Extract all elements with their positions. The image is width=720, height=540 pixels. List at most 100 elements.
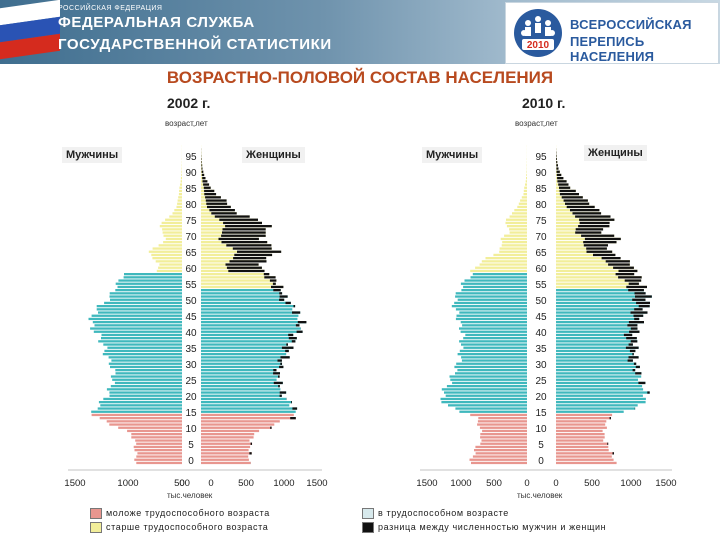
age-tick-label: 85 bbox=[185, 184, 197, 195]
difference-bar bbox=[291, 401, 292, 404]
male-bar bbox=[501, 244, 527, 247]
difference-bar bbox=[279, 295, 288, 298]
male-bar bbox=[98, 340, 182, 343]
difference-bar bbox=[630, 311, 648, 314]
male-bar bbox=[174, 209, 182, 212]
male-bar bbox=[506, 225, 527, 228]
female-bar bbox=[556, 253, 616, 257]
female-bar bbox=[201, 327, 301, 330]
difference-bar bbox=[559, 193, 579, 196]
difference-bar bbox=[232, 247, 272, 250]
legend-young-label: моложе трудоспособного возраста bbox=[106, 508, 270, 518]
x-tick-label: 1500 bbox=[416, 478, 437, 489]
difference-bar bbox=[570, 209, 600, 212]
difference-bar bbox=[264, 276, 276, 279]
male-bar bbox=[115, 369, 182, 372]
difference-bar bbox=[225, 225, 272, 228]
difference-bar bbox=[575, 228, 604, 231]
x-tick-label: 0 bbox=[179, 478, 184, 489]
female-bar bbox=[201, 305, 296, 308]
female-bar bbox=[201, 417, 296, 420]
female-bar bbox=[556, 375, 642, 378]
male-bar bbox=[101, 337, 182, 340]
male-bar bbox=[482, 429, 527, 433]
male-bar bbox=[110, 365, 182, 369]
difference-bar bbox=[269, 279, 277, 282]
female-bar bbox=[556, 378, 638, 381]
female-bar bbox=[201, 349, 289, 353]
female-bar bbox=[556, 385, 643, 388]
difference-bar bbox=[629, 349, 636, 353]
female-bar bbox=[556, 410, 624, 413]
age-tick-label: 95 bbox=[535, 152, 547, 163]
difference-bar bbox=[558, 183, 569, 186]
difference-bar bbox=[628, 282, 639, 285]
male-bar bbox=[477, 423, 527, 426]
male-bar bbox=[93, 330, 182, 333]
female-bar bbox=[556, 413, 613, 417]
age-axis-label-2002: возраст,лет bbox=[165, 119, 208, 128]
female-bar bbox=[556, 282, 639, 285]
female-bar bbox=[556, 244, 608, 247]
age-tick-label: 20 bbox=[185, 392, 197, 403]
difference-bar bbox=[279, 292, 283, 295]
female-bar bbox=[201, 346, 294, 349]
year-label-2002: 2002 г. bbox=[167, 95, 211, 111]
age-tick-label: 5 bbox=[188, 440, 194, 451]
age-tick-label: 30 bbox=[185, 360, 197, 371]
male-bar bbox=[136, 442, 182, 445]
male-label-2010: Мужчины bbox=[422, 147, 483, 163]
male-bar bbox=[478, 417, 527, 420]
male-bar bbox=[463, 285, 527, 289]
male-bar bbox=[449, 375, 527, 378]
male-bar bbox=[177, 202, 182, 205]
difference-bar bbox=[556, 164, 558, 167]
male-bar bbox=[115, 289, 182, 292]
male-bar bbox=[118, 426, 182, 429]
female-bar bbox=[201, 429, 260, 433]
difference-bar bbox=[618, 269, 638, 273]
male-bar bbox=[111, 359, 182, 362]
x-tick-label: 0 bbox=[208, 478, 213, 489]
difference-bar bbox=[561, 196, 583, 199]
male-bar bbox=[134, 458, 182, 461]
legend-old-label: старше трудоспособного возраста bbox=[106, 522, 269, 532]
difference-bar bbox=[204, 189, 215, 193]
age-tick-label: 60 bbox=[535, 264, 547, 275]
male-bar bbox=[477, 420, 527, 423]
male-bar bbox=[109, 295, 182, 298]
age-tick-label: 75 bbox=[535, 216, 547, 227]
male-bar bbox=[457, 369, 527, 372]
agency-country: РОССИЙСКАЯ ФЕДЕРАЦИЯ bbox=[58, 5, 163, 12]
male-bar bbox=[448, 404, 527, 407]
difference-bar bbox=[628, 356, 639, 359]
difference-bar bbox=[632, 353, 634, 356]
male-bar bbox=[110, 375, 182, 378]
difference-bar bbox=[638, 305, 650, 308]
female-bar bbox=[556, 359, 633, 362]
male-bar bbox=[91, 314, 182, 317]
male-bar bbox=[91, 410, 182, 413]
age-tick-label: 0 bbox=[188, 456, 194, 467]
difference-bar bbox=[222, 228, 266, 231]
female-bar bbox=[556, 266, 634, 269]
female-bar bbox=[201, 353, 287, 356]
difference-bar bbox=[201, 170, 204, 173]
male-bar bbox=[499, 250, 527, 253]
age-tick-label: 50 bbox=[185, 296, 197, 307]
difference-bar bbox=[214, 215, 250, 218]
male-bar bbox=[115, 372, 182, 375]
difference-bar bbox=[291, 340, 296, 343]
male-bar bbox=[109, 391, 182, 394]
female-bar bbox=[201, 381, 283, 385]
male-bar bbox=[101, 333, 182, 337]
difference-bar bbox=[557, 180, 567, 183]
x-tick-label: 1000 bbox=[273, 478, 294, 489]
female-bar bbox=[556, 369, 636, 372]
census-logo-panel: 2010 ВСЕРОССИЙСКАЯ ПЕРЕПИСЬ НАСЕЛЕНИЯ bbox=[505, 2, 719, 64]
female-bar bbox=[201, 397, 287, 401]
female-bar bbox=[201, 333, 294, 337]
male-bar bbox=[475, 445, 527, 449]
age-tick-label: 70 bbox=[535, 232, 547, 243]
difference-bar bbox=[556, 157, 557, 161]
